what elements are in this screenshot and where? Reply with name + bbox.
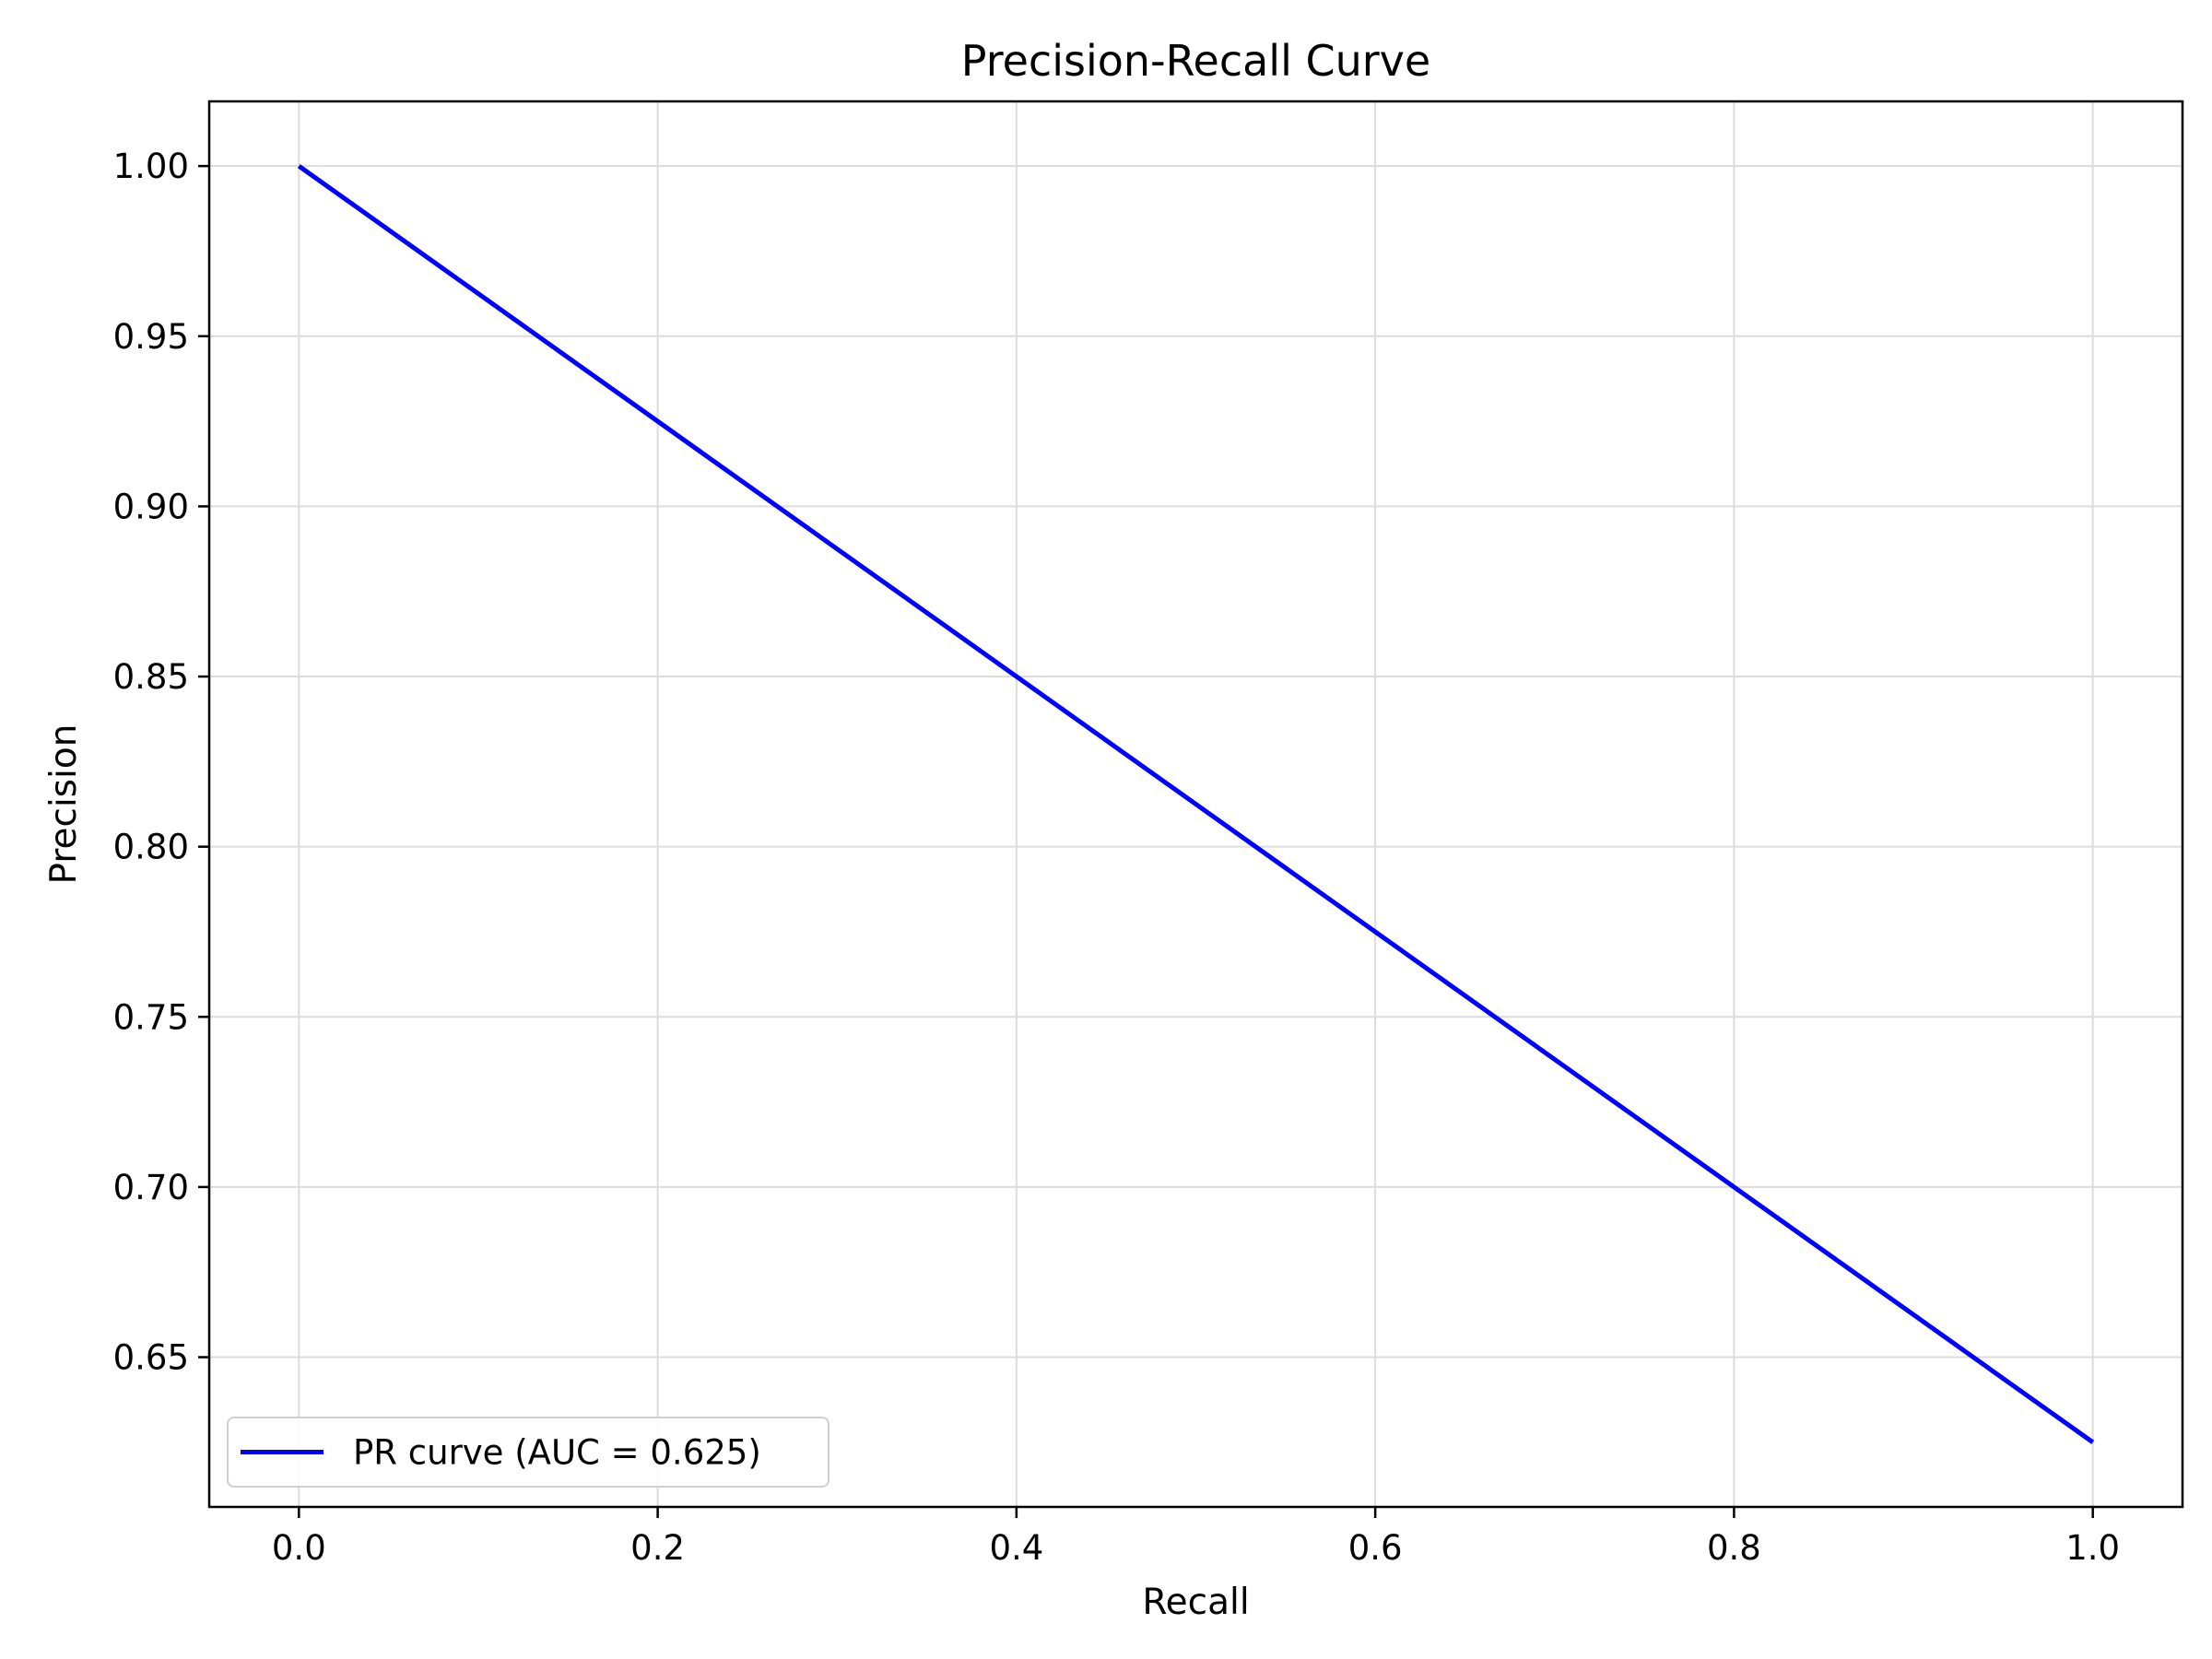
y-tick-label-2: 0.75 (113, 997, 189, 1037)
series-line-0 (297, 164, 2095, 1444)
legend-box (227, 1417, 830, 1488)
x-tick-label-2: 0.4 (989, 1528, 1043, 1568)
y-tick-label-3: 0.80 (113, 828, 189, 867)
y-tick-label-7: 1.00 (113, 147, 189, 186)
grid-lines (209, 101, 2183, 1507)
x-tick-label-5: 1.0 (2065, 1528, 2120, 1568)
y-axis-label: Precision (43, 724, 85, 884)
x-axis-label: Recall (1142, 1582, 1249, 1623)
tick-layer: 0.0 0.2 0.4 0.6 0.8 1.0 0.65 0.70 0.75 0.80 0.85 0.… (113, 147, 2120, 1568)
y-tick-label-6: 0.95 (113, 317, 189, 357)
y-tick-label-0: 0.65 (113, 1338, 189, 1378)
series-layer (297, 164, 2095, 1444)
legend-label-0: PR curve (AUC = 0.625) (353, 1433, 761, 1473)
chart-title: Precision-Recall Curve (961, 36, 1430, 86)
x-tick-label-4: 0.8 (1707, 1528, 1761, 1568)
plot-frame (207, 100, 2184, 1509)
y-tick-label-5: 0.90 (113, 487, 189, 526)
legend: PR curve (AUC = 0.625) (227, 1417, 830, 1488)
x-tick-label-0: 0.0 (272, 1528, 326, 1568)
x-tick-label-3: 0.6 (1348, 1528, 1403, 1568)
y-tick-label-4: 0.85 (113, 657, 189, 697)
x-tick-label-1: 0.2 (630, 1528, 685, 1568)
y-tick-label-1: 0.70 (113, 1168, 189, 1207)
